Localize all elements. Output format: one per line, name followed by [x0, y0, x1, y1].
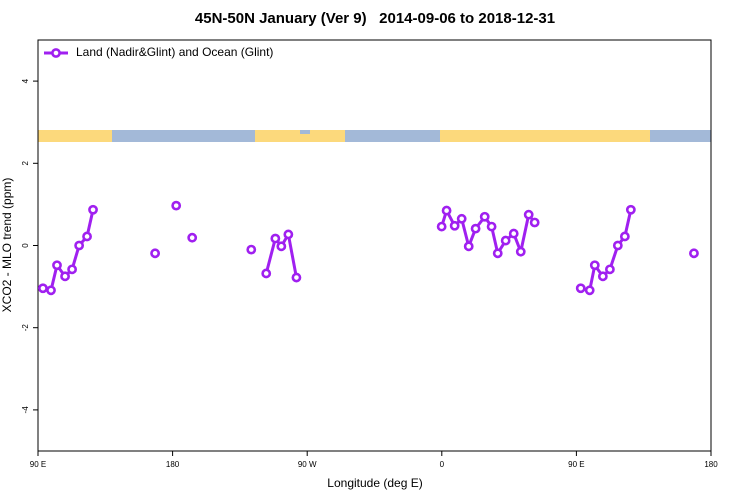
y-tick-label: -2 [21, 324, 30, 332]
data-point [500, 235, 511, 246]
data-point [441, 205, 452, 216]
data-point [88, 204, 98, 215]
data-point [38, 283, 48, 294]
data-point [584, 285, 595, 296]
plot-frame [37, 39, 712, 452]
data-point [589, 260, 600, 271]
x-axis-title: Longitude (deg E) [327, 476, 422, 490]
data-point [456, 213, 467, 224]
data-point [523, 209, 534, 220]
data-point [187, 232, 198, 243]
data-point [597, 271, 608, 282]
data-point [479, 211, 490, 222]
data-point [291, 272, 302, 283]
data-point [619, 231, 630, 242]
data-point [46, 285, 56, 296]
series-line [43, 210, 694, 291]
data-point [67, 264, 77, 275]
data-point [486, 221, 497, 232]
data-point [625, 204, 636, 215]
data-point [605, 264, 615, 275]
data-point [246, 244, 257, 255]
x-tick-label: 180 [166, 460, 180, 469]
y-tick-label: 2 [21, 161, 30, 166]
data-point [529, 217, 540, 228]
y-tick-label: 0 [21, 243, 30, 248]
data-point [508, 228, 519, 239]
data-point [515, 246, 526, 257]
x-tick-label: 90 E [568, 460, 584, 469]
chart-title: 45N-50N January (Ver 9) 2014-09-06 to 20… [195, 10, 555, 27]
data-point [283, 229, 294, 240]
legend-marker [51, 48, 61, 58]
data-point [52, 260, 62, 271]
map-strip [38, 130, 711, 142]
data-point [82, 231, 92, 242]
data-point [436, 221, 447, 232]
map-ocean [345, 130, 440, 142]
data-point [492, 248, 503, 259]
y-tick-label: -4 [21, 406, 30, 414]
y-axis-title: XCO2 - MLO trend (ppm) [0, 178, 14, 313]
data-point [449, 220, 460, 231]
data-point [463, 241, 474, 252]
x-tick-label: 90 W [298, 460, 317, 469]
map-ocean [300, 130, 310, 134]
map-ocean [650, 130, 711, 142]
data-point [60, 271, 70, 282]
y-tick-label: 4 [21, 78, 30, 83]
x-tick-label: 180 [704, 460, 718, 469]
data-point [470, 223, 481, 234]
x-tick-label: 90 E [30, 460, 46, 469]
map-ocean [112, 130, 255, 142]
data-point [261, 268, 272, 279]
data-point [689, 248, 699, 259]
data-point [276, 241, 287, 252]
data-point [575, 283, 586, 294]
data-point [74, 240, 85, 251]
x-tick-label: 0 [440, 460, 445, 469]
data-point [270, 233, 281, 244]
data-point [612, 240, 623, 251]
data-point [171, 200, 182, 211]
legend-label: Land (Nadir&Glint) and Ocean (Glint) [76, 45, 273, 59]
data-point [150, 248, 161, 259]
